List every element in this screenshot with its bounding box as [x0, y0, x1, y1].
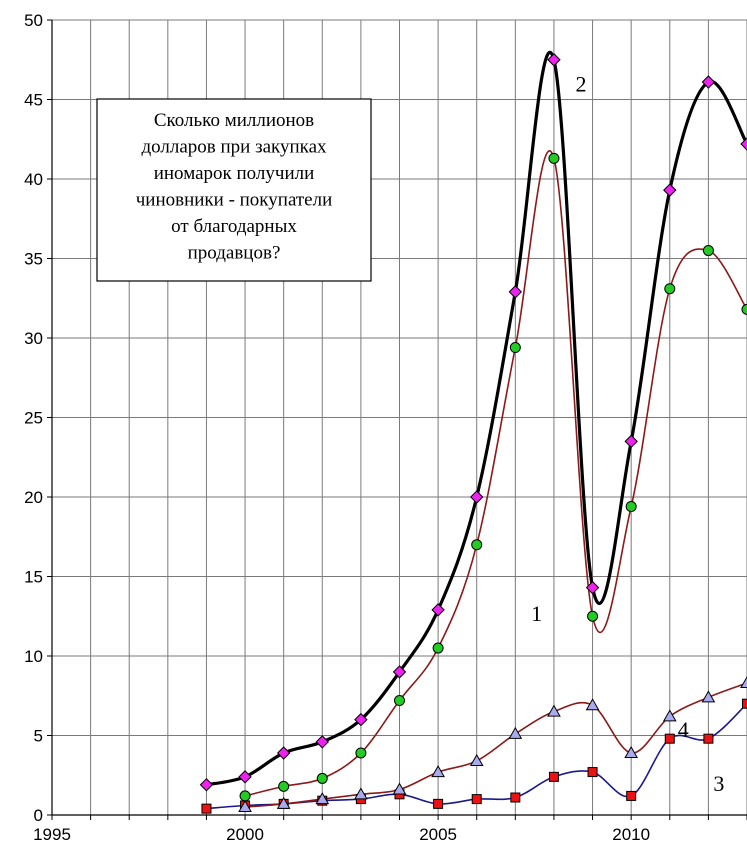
data-point-series-1	[664, 283, 676, 295]
annotation-line: чиновники - покупатели	[136, 190, 333, 211]
x-tick-label: 2005	[419, 825, 457, 844]
y-tick-label: 45	[24, 91, 43, 110]
series-labels: 1 2 3 4	[531, 72, 724, 797]
data-point-series-4	[740, 676, 747, 689]
data-point-series-1	[394, 695, 405, 707]
x-tick-label: 1995	[33, 825, 71, 844]
x-tick-label: 2000	[226, 825, 264, 844]
data-point-series-3	[548, 771, 559, 782]
series-label-2: 2	[575, 72, 586, 97]
data-point-series-2	[624, 434, 638, 449]
data-point-series-3	[587, 767, 598, 778]
annotation-line: долларов при закупках	[141, 137, 327, 158]
data-point-series-2	[470, 490, 484, 504]
data-point-series-2	[199, 778, 214, 792]
data-point-series-4	[662, 709, 677, 722]
data-point-series-3	[742, 698, 747, 709]
y-tick-label: 5	[34, 727, 43, 746]
data-point-series-3	[626, 790, 637, 801]
axes	[47, 19, 747, 820]
x-tick-label: 2010	[612, 825, 650, 844]
annotation-line: иномарок получили	[154, 163, 315, 184]
data-point-series-2	[354, 712, 368, 727]
data-point-series-4	[547, 704, 561, 717]
y-tick-label: 50	[24, 11, 43, 30]
data-point-series-2	[238, 770, 252, 784]
y-tick-label: 35	[24, 250, 43, 269]
data-point-series-3	[510, 792, 521, 803]
data-point-series-2	[508, 285, 523, 299]
annotation-frame	[96, 98, 372, 282]
data-point-series-4	[508, 726, 523, 739]
annotation-line: продавцов?	[188, 243, 281, 264]
data-point-series-1	[741, 303, 747, 315]
y-tick-label: 30	[24, 329, 43, 348]
data-point-series-4	[624, 745, 639, 758]
data-point-series-2	[701, 75, 716, 89]
data-point-series-1	[625, 501, 637, 513]
data-point-series-4	[276, 796, 291, 809]
data-point-series-1	[587, 610, 599, 622]
data-point-series-4	[585, 698, 600, 711]
annotation-text: Сколько миллионов долларов при закупках ин…	[136, 110, 333, 264]
data-point-series-4	[238, 800, 252, 813]
data-point-series-2	[585, 580, 600, 595]
series-markers	[199, 53, 747, 814]
data-point-series-1	[316, 772, 328, 784]
data-point-series-4	[354, 787, 368, 800]
data-point-series-1	[471, 539, 483, 551]
annotation-line: от благодарных	[171, 216, 297, 237]
y-tick-label: 25	[24, 409, 43, 428]
data-point-series-1	[355, 747, 367, 759]
data-point-series-4	[315, 792, 330, 805]
data-point-series-1	[278, 780, 290, 792]
series-line-2	[204, 50, 747, 787]
data-point-series-2	[392, 665, 407, 679]
data-point-series-1	[239, 790, 251, 802]
y-tick-label: 0	[34, 806, 43, 825]
data-point-series-1	[509, 342, 521, 354]
annotation-line: Сколько миллионов	[154, 110, 314, 131]
data-point-series-1	[548, 152, 560, 164]
data-point-series-4	[469, 753, 484, 766]
data-point-series-2	[663, 183, 677, 197]
data-point-series-4	[701, 690, 716, 703]
data-point-series-3	[664, 733, 675, 744]
data-point-series-3	[703, 733, 714, 744]
data-point-series-2	[547, 53, 561, 67]
data-point-series-1	[702, 245, 714, 257]
data-point-series-2	[276, 746, 291, 760]
y-tick-label: 10	[24, 647, 43, 666]
data-point-series-2	[740, 137, 747, 151]
data-point-series-3	[433, 798, 444, 809]
data-point-series-3	[201, 803, 212, 814]
y-tick-label: 40	[24, 170, 43, 189]
y-tick-label: 20	[24, 488, 43, 507]
data-point-series-1	[432, 642, 444, 654]
y-tick-label: 15	[24, 568, 43, 587]
data-point-series-4	[392, 782, 407, 795]
data-point-series-2	[315, 735, 329, 749]
data-point-series-3	[471, 794, 482, 805]
data-point-series-4	[431, 765, 445, 778]
series-label-4: 4	[678, 717, 689, 742]
annotation-box: Сколько миллионов долларов при закупках ин…	[96, 98, 372, 282]
series-label-3: 3	[713, 771, 724, 796]
data-point-series-2	[431, 603, 445, 617]
series-label-1: 1	[531, 601, 542, 626]
tick-labels: 0 5 10 15 20 25 30 35 40 45 50 1995 2000 2005 2010	[24, 11, 650, 844]
